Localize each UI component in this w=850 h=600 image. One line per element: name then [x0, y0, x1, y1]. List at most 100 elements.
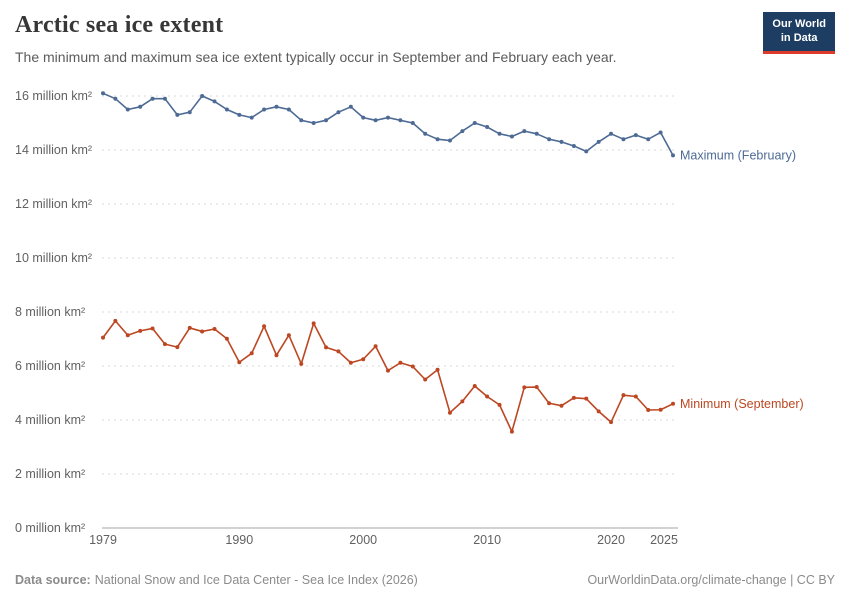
footer-link[interactable]: OurWorldinData.org/climate-change | CC B… [587, 573, 835, 587]
series-label-minimum-september[interactable]: Minimum (September) [680, 397, 804, 411]
data-point [336, 349, 341, 354]
series-label-maximum-february[interactable]: Maximum (February) [680, 148, 796, 162]
data-point [138, 328, 143, 333]
y-tick-label: 16 million km² [15, 89, 92, 103]
y-tick-label: 0 million km² [15, 521, 85, 535]
data-point [596, 409, 601, 414]
data-point [472, 121, 477, 125]
data-point [423, 377, 428, 382]
data-point [274, 353, 279, 358]
data-point [547, 401, 552, 406]
data-point [559, 139, 564, 144]
y-tick-label: 14 million km² [15, 143, 92, 157]
data-point [596, 139, 601, 144]
data-point [286, 333, 291, 338]
data-point [621, 137, 626, 142]
data-source-label: Data source: [15, 573, 91, 587]
data-point [485, 125, 490, 130]
series-maximum-february[interactable]: Maximum (February) [101, 91, 796, 162]
data-point [138, 104, 143, 109]
data-point [460, 129, 465, 134]
data-point [447, 138, 452, 143]
data-point [658, 130, 663, 135]
data-point [497, 402, 502, 407]
data-point [609, 420, 614, 425]
chart-header: Arctic sea ice extent The minimum and ma… [15, 12, 755, 65]
data-point [348, 104, 353, 109]
owid-logo-line1: Our World [772, 18, 826, 30]
data-point [113, 318, 118, 323]
data-point [212, 99, 217, 104]
series-minimum-september[interactable]: Minimum (September) [101, 318, 804, 434]
data-point [274, 104, 279, 109]
data-point [200, 329, 205, 334]
data-point [398, 360, 403, 365]
data-point [212, 327, 217, 332]
data-point [534, 385, 539, 390]
data-point [559, 403, 564, 408]
data-point [187, 325, 192, 330]
data-point [584, 396, 589, 401]
data-point [460, 399, 465, 404]
data-point [447, 410, 452, 415]
data-source: Data source: National Snow and Ice Data C… [15, 573, 418, 587]
y-tick-label: 2 million km² [15, 467, 85, 481]
line-chart[interactable]: 0 million km² 2 million km² 4 million km² 6… [0, 78, 850, 556]
data-point [262, 324, 267, 329]
data-point [646, 137, 651, 142]
data-point [249, 115, 254, 120]
y-tick-label: 12 million km² [15, 197, 92, 211]
data-point [237, 360, 242, 365]
data-point [547, 137, 552, 142]
chart-subtitle: The minimum and maximum sea ice extent t… [15, 49, 617, 65]
data-point [522, 129, 527, 134]
data-point [299, 361, 304, 366]
y-tick-label: 4 million km² [15, 413, 85, 427]
x-tick-label: 1990 [225, 533, 253, 547]
data-point [150, 96, 155, 101]
x-tick-label: 2000 [349, 533, 377, 547]
data-point [299, 118, 304, 123]
data-point [249, 351, 254, 356]
data-point [373, 118, 378, 123]
x-tick-label: 2025 [650, 533, 678, 547]
data-point [224, 336, 229, 341]
data-point [200, 94, 205, 98]
series-line [102, 92, 674, 156]
data-point [237, 112, 242, 117]
x-tick-label: 2020 [597, 533, 625, 547]
data-point [485, 394, 490, 399]
owid-logo[interactable]: Our World in Data [763, 12, 835, 54]
data-point [435, 367, 440, 372]
data-point [101, 91, 105, 96]
data-point [150, 326, 155, 331]
data-point [262, 107, 267, 112]
data-point [336, 110, 341, 115]
data-point [658, 407, 663, 412]
data-point [311, 121, 316, 125]
data-point [125, 333, 130, 338]
data-point [534, 131, 539, 136]
data-point [101, 335, 105, 340]
x-tick-label: 2010 [473, 533, 501, 547]
data-point [286, 107, 291, 112]
data-point [633, 394, 638, 399]
data-point [175, 112, 180, 117]
data-point [175, 345, 180, 350]
data-point [522, 385, 527, 390]
data-point [113, 96, 118, 101]
data-point [621, 393, 626, 398]
data-point [497, 131, 502, 136]
data-point [423, 131, 428, 136]
data-point [324, 345, 329, 350]
data-point [162, 96, 167, 101]
data-point [311, 321, 316, 326]
data-point [386, 368, 390, 373]
data-point [324, 118, 329, 123]
y-tick-label: 6 million km² [15, 359, 85, 373]
data-point [373, 344, 378, 349]
data-point [646, 408, 651, 413]
data-point [162, 342, 167, 347]
data-point [671, 153, 675, 158]
data-point [571, 143, 576, 148]
